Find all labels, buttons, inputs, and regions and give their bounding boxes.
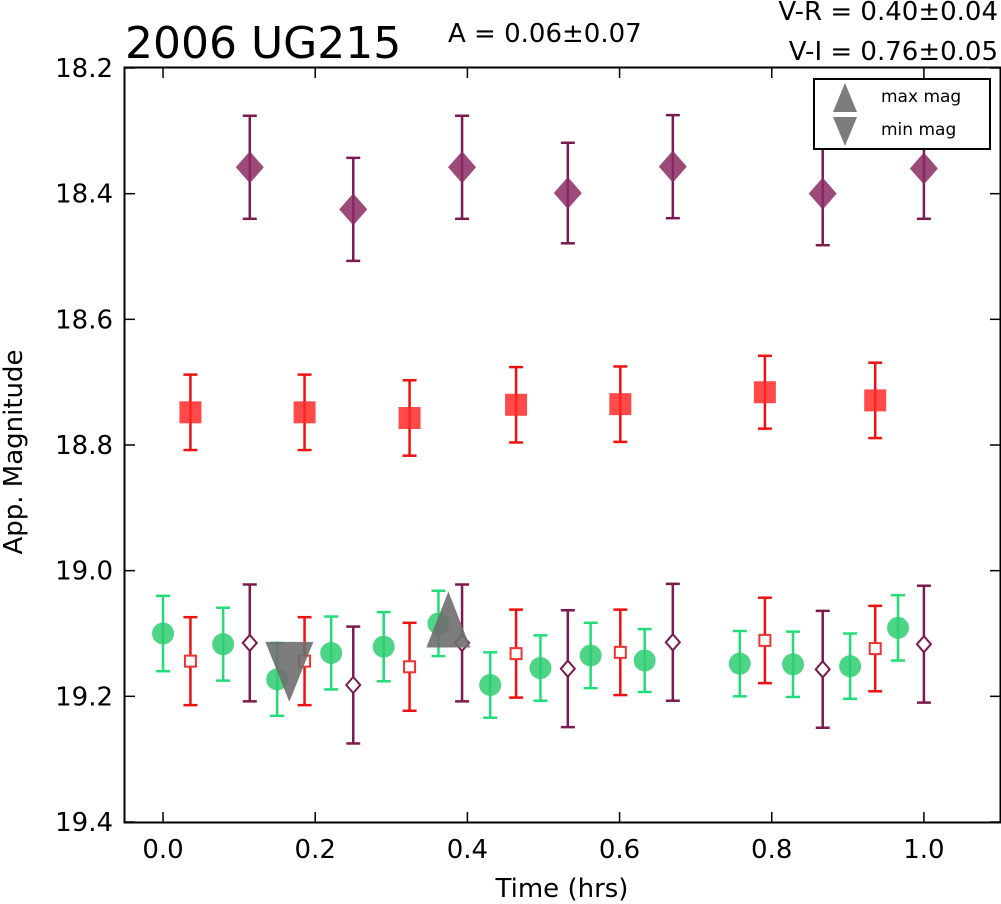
legend: max mag min mag	[813, 78, 991, 150]
data-point-open-diamond	[344, 675, 362, 695]
data-point-open-diamond	[814, 659, 832, 679]
v-r-annotation: V-R = 0.40±0.04	[778, 0, 998, 27]
data-point-square	[398, 406, 421, 429]
data-point-circle	[782, 653, 805, 676]
plot-area	[123, 66, 1001, 824]
max-mag-marker	[426, 591, 471, 648]
data-point-open-diamond	[664, 632, 682, 652]
data-point-square	[179, 401, 202, 424]
data-point-open-square	[183, 654, 197, 668]
data-point-diamond	[339, 193, 368, 226]
legend-max-mag-label: max mag	[881, 87, 961, 107]
legend-min-mag-marker	[833, 117, 857, 146]
data-point-open-square	[758, 633, 772, 647]
y-axis-label: App. Magnitude	[0, 349, 29, 554]
data-point-open-square	[868, 642, 882, 656]
data-point-circle	[320, 641, 343, 664]
x-tick-label: 0.0	[142, 835, 183, 865]
amplitude-annotation: A = 0.06±0.07	[448, 19, 642, 49]
x-tick-label: 0.6	[599, 835, 640, 865]
data-point-open-square	[403, 660, 417, 674]
data-point-diamond	[448, 151, 477, 184]
data-point-diamond	[909, 152, 938, 185]
data-point-circle	[212, 633, 235, 656]
data-point-circle	[633, 649, 656, 672]
data-point-open-diamond	[241, 633, 259, 653]
data-point-diamond	[808, 177, 837, 210]
data-point-square	[753, 381, 776, 404]
x-axis-label: Time (hrs)	[495, 874, 629, 904]
data-point-square	[864, 389, 887, 412]
data-point-square	[505, 393, 528, 416]
y-tick-label: 19.0	[55, 557, 113, 587]
y-tick-label: 19.2	[55, 682, 113, 712]
x-tick-label: 0.8	[751, 835, 792, 865]
data-point-circle	[728, 652, 751, 675]
y-tick-label: 19.4	[55, 808, 113, 838]
data-point-diamond	[553, 177, 582, 210]
x-tick-label: 0.2	[295, 835, 336, 865]
data-point-circle	[887, 616, 910, 639]
y-tick-label: 18.8	[55, 431, 113, 461]
data-point-circle	[479, 674, 502, 697]
data-point-open-square	[613, 645, 627, 659]
axis-ticks: 0.0 0.2 0.4 0.6 0.8 1.0 18.2 18.4 18.6 18.8 19.0 19…	[55, 54, 1000, 865]
legend-max-mag-marker	[833, 83, 857, 112]
data-point-circle	[529, 657, 552, 680]
y-tick-label: 18.4	[55, 180, 113, 210]
data-point-circle	[372, 635, 395, 658]
x-tick-label: 1.0	[903, 835, 944, 865]
data-point-diamond	[235, 151, 264, 184]
data-point-square	[293, 401, 316, 424]
y-tick-label: 18.2	[55, 54, 113, 84]
chart-title: 2006 UG215	[125, 18, 401, 69]
x-tick-label: 0.4	[447, 835, 488, 865]
data-point-square	[609, 393, 632, 416]
data-point-diamond	[658, 150, 687, 183]
legend-min-mag-label: min mag	[881, 120, 956, 140]
data-point-circle	[152, 622, 175, 645]
data-point-circle	[839, 655, 862, 678]
data-point-open-square	[509, 647, 523, 661]
v-i-annotation: V-I = 0.76±0.05	[789, 37, 998, 67]
data-marks	[152, 113, 938, 745]
y-tick-label: 18.6	[55, 305, 113, 335]
min-mag-marker	[265, 641, 314, 702]
data-point-open-diamond	[559, 659, 577, 679]
data-point-circle	[579, 644, 602, 667]
data-point-open-diamond	[915, 634, 933, 654]
